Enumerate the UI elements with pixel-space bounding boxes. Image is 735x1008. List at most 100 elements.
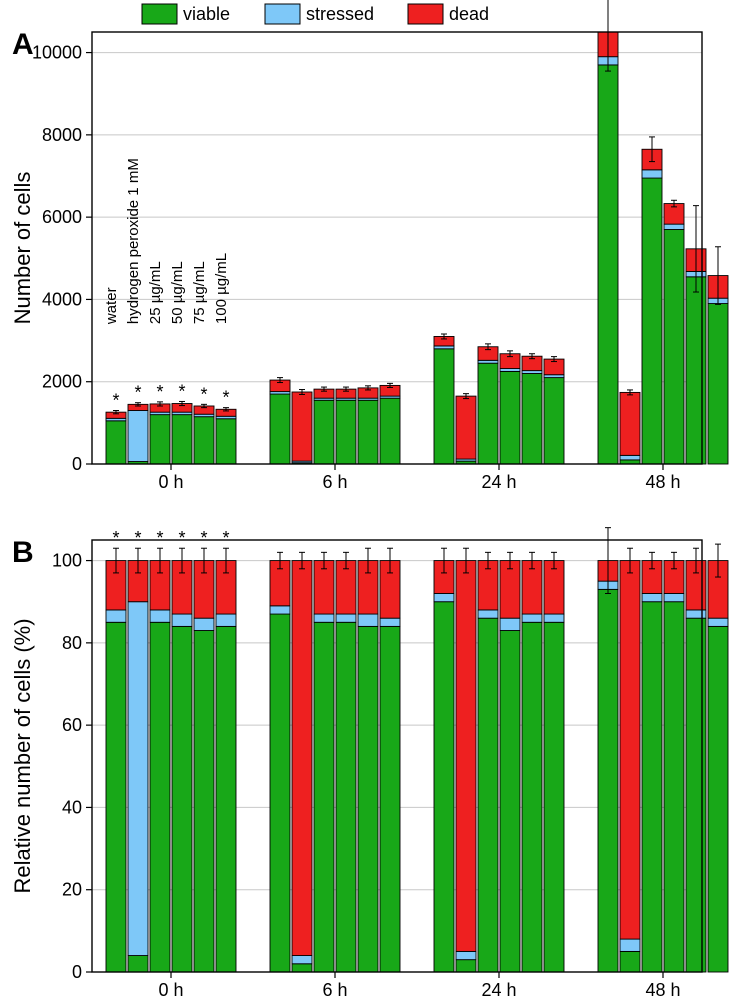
condition-label: 25 µg/mL xyxy=(147,261,164,324)
condition-label: water xyxy=(103,287,120,325)
bar-segment-viable xyxy=(314,400,334,464)
y-axis-label: Number of cells xyxy=(10,172,35,325)
bar-segment-stressed xyxy=(434,593,454,601)
bar-segment-viable xyxy=(434,602,454,972)
significance-star: * xyxy=(200,528,207,548)
bar-segment-stressed xyxy=(336,614,356,622)
ytick-label: 8000 xyxy=(42,125,82,145)
bar-segment-viable xyxy=(336,400,356,464)
bar-segment-viable xyxy=(478,363,498,464)
bar-segment-stressed xyxy=(620,455,640,460)
significance-star: * xyxy=(222,388,229,408)
xtick-label: 24 h xyxy=(481,980,516,1000)
bar-segment-viable xyxy=(380,398,400,464)
bar-segment-viable xyxy=(150,415,170,464)
bar-segment-viable xyxy=(456,960,476,972)
bar-segment-stressed xyxy=(128,602,148,956)
bar-segment-dead xyxy=(292,392,312,461)
bar-segment-viable xyxy=(270,394,290,464)
bar-segment-dead xyxy=(620,561,640,940)
bar-segment-viable xyxy=(642,602,662,972)
bar-segment-viable xyxy=(216,626,236,972)
xtick-label: 6 h xyxy=(322,980,347,1000)
ytick-label: 4000 xyxy=(42,289,82,309)
bar-segment-viable xyxy=(128,956,148,972)
bar-segment-stressed xyxy=(686,610,706,618)
bar-segment-viable xyxy=(194,417,214,464)
y-axis-label: Relative number of cells (%) xyxy=(10,618,35,893)
condition-label: 50 µg/mL xyxy=(169,261,186,324)
bar-segment-viable xyxy=(358,400,378,464)
xtick-label: 0 h xyxy=(158,472,183,492)
significance-star: * xyxy=(112,528,119,548)
significance-star: * xyxy=(156,382,163,402)
panel-label: B xyxy=(12,536,34,569)
significance-star: * xyxy=(112,391,119,411)
ytick-label: 10000 xyxy=(32,43,82,63)
bar-segment-viable xyxy=(686,277,706,464)
bar-segment-viable xyxy=(172,626,192,972)
bar-segment-viable xyxy=(598,589,618,972)
condition-label: 100 µg/mL xyxy=(213,253,230,324)
bar-segment-viable xyxy=(522,622,542,972)
significance-star: * xyxy=(178,528,185,548)
bar-segment-viable xyxy=(358,626,378,972)
bar-segment-viable xyxy=(642,178,662,464)
legend-patch xyxy=(265,4,300,24)
ytick-label: 40 xyxy=(62,797,82,817)
bar-segment-stressed xyxy=(620,939,640,951)
bar-segment-stressed xyxy=(150,610,170,622)
bar-segment-viable xyxy=(380,626,400,972)
bar-segment-stressed xyxy=(194,618,214,630)
bar-segment-viable xyxy=(708,626,728,972)
significance-star: * xyxy=(156,528,163,548)
condition-label: hydrogen peroxide 1 mM xyxy=(125,158,142,324)
bar-segment-viable xyxy=(270,614,290,972)
condition-label: 75 µg/mL xyxy=(191,261,208,324)
legend-label: viable xyxy=(183,4,230,24)
panel-label: A xyxy=(12,28,34,61)
bar-segment-stressed xyxy=(708,618,728,626)
bar-segment-stressed xyxy=(664,224,684,229)
bar-segment-viable xyxy=(106,622,126,972)
ytick-label: 20 xyxy=(62,880,82,900)
bar-segment-dead xyxy=(456,396,476,459)
bar-segment-stressed xyxy=(522,614,542,622)
bar-segment-viable xyxy=(172,415,192,464)
ytick-label: 2000 xyxy=(42,372,82,392)
bar-segment-dead xyxy=(456,561,476,952)
bar-segment-stressed xyxy=(172,614,192,626)
bar-segment-stressed xyxy=(106,610,126,622)
legend-patch xyxy=(142,4,177,24)
ytick-label: 0 xyxy=(72,454,82,474)
significance-star: * xyxy=(134,528,141,548)
bar-segment-viable xyxy=(106,421,126,464)
ytick-label: 100 xyxy=(52,551,82,571)
significance-star: * xyxy=(178,381,185,401)
bar-segment-stressed xyxy=(500,618,520,630)
bar-segment-stressed xyxy=(456,951,476,959)
bar-segment-stressed xyxy=(128,411,148,462)
bar-segment-viable xyxy=(620,951,640,972)
bar-segment-viable xyxy=(216,419,236,464)
significance-star: * xyxy=(134,383,141,403)
bar-segment-dead xyxy=(292,561,312,956)
bar-segment-dead xyxy=(620,392,640,455)
bar-segment-viable xyxy=(544,622,564,972)
bar-segment-stressed xyxy=(292,956,312,964)
bar-segment-stressed xyxy=(358,614,378,626)
ytick-label: 60 xyxy=(62,715,82,735)
bar-segment-stressed xyxy=(270,606,290,614)
bar-segment-viable xyxy=(686,618,706,972)
ytick-label: 0 xyxy=(72,962,82,982)
bar-segment-viable xyxy=(598,65,618,464)
bar-segment-stressed xyxy=(664,593,684,601)
significance-star: * xyxy=(222,528,229,548)
bar-segment-viable xyxy=(478,618,498,972)
bar-segment-viable xyxy=(194,631,214,972)
bar-segment-viable xyxy=(292,964,312,972)
bar-segment-stressed xyxy=(216,614,236,626)
bar-segment-viable xyxy=(314,622,334,972)
xtick-label: 24 h xyxy=(481,472,516,492)
bar-segment-stressed xyxy=(642,170,662,178)
